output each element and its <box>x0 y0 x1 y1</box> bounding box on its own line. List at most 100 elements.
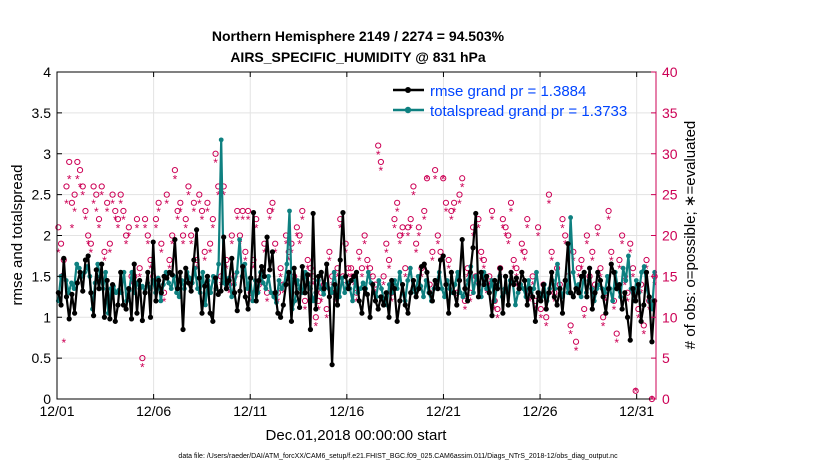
obs-evaluated-marker: * <box>343 246 348 260</box>
y-axis-label: rmse and totalspread <box>9 165 26 306</box>
data-point-rmse <box>633 298 639 304</box>
obs-evaluated-marker: * <box>414 246 419 260</box>
obs-evaluated-marker: * <box>159 246 164 260</box>
data-point-rmse <box>172 236 178 243</box>
obs-possible-marker <box>459 175 466 182</box>
data-point-rmse <box>451 290 457 296</box>
obs-evaluated-marker: * <box>590 254 595 268</box>
obs-evaluated-marker: * <box>633 385 638 399</box>
obs-evaluated-marker: * <box>273 246 278 260</box>
data-point-rmse <box>573 286 579 292</box>
obs-possible-marker <box>402 265 409 272</box>
obs-evaluated-marker: * <box>519 246 524 260</box>
data-point-rmse <box>405 310 411 316</box>
obs-possible-marker <box>95 216 103 223</box>
data-point-spread <box>350 298 355 304</box>
data-point-spread <box>555 261 560 267</box>
data-point-rmse <box>310 210 316 217</box>
obs-possible-marker <box>307 265 314 272</box>
y-tick-label: 1 <box>43 309 51 325</box>
obs-possible-marker <box>155 199 162 206</box>
data-point-rmse <box>134 310 140 316</box>
data-point-spread <box>365 269 371 275</box>
obs-evaluated-marker: * <box>476 221 481 235</box>
data-point-spread <box>158 298 164 304</box>
data-point-rmse <box>605 286 612 292</box>
obs-evaluated-marker: * <box>598 270 603 284</box>
x-tick-label: 12/21 <box>426 403 461 419</box>
obs-evaluated-marker: * <box>227 287 232 301</box>
obs-evaluated-marker: * <box>511 262 516 276</box>
obs-possible-marker <box>55 224 62 231</box>
data-point-rmse <box>99 261 105 267</box>
obs-evaluated-marker: * <box>639 287 644 301</box>
obs-possible-marker <box>572 338 580 345</box>
data-point-rmse <box>608 261 614 267</box>
data-point-spread <box>626 253 631 259</box>
data-point-rmse <box>340 210 346 216</box>
obs-evaluated-marker: * <box>604 295 609 309</box>
y2-tick-label: 40 <box>662 64 678 80</box>
data-point-spread <box>200 269 206 275</box>
legend-rmse-marker <box>405 87 411 93</box>
obs-possible-marker <box>109 191 116 198</box>
obs-evaluated-marker: * <box>538 311 543 325</box>
obs-possible-marker <box>575 265 582 272</box>
obs-possible-marker <box>198 207 206 215</box>
data-point-rmse <box>177 269 183 275</box>
data-point-rmse <box>554 302 560 308</box>
data-point-rmse <box>641 302 647 308</box>
data-point-rmse <box>559 310 566 316</box>
data-point-rmse <box>372 298 379 304</box>
obs-evaluated-marker: * <box>89 246 94 260</box>
data-point-rmse <box>413 294 419 300</box>
data-point-rmse <box>616 281 623 288</box>
data-point-rmse <box>275 310 281 316</box>
data-point-rmse <box>356 298 362 304</box>
data-point-spread <box>342 290 348 296</box>
obs-evaluated-marker: * <box>105 205 110 219</box>
obs-possible-marker <box>139 355 146 362</box>
obs-possible-marker <box>548 248 555 255</box>
data-point-spread <box>195 286 200 292</box>
data-point-rmse <box>549 269 555 275</box>
data-point-rmse <box>362 286 368 292</box>
obs-evaluated-marker: * <box>186 189 191 203</box>
obs-evaluated-marker: * <box>403 270 408 284</box>
data-file-footnote: data file: /Users/raeder/DAI/ATM_forcXX/… <box>178 453 618 460</box>
obs-possible-marker <box>480 256 487 264</box>
data-point-spread <box>620 265 626 271</box>
obs-evaluated-marker: * <box>606 213 611 227</box>
obs-evaluated-marker: * <box>118 197 123 211</box>
obs-possible-marker <box>613 330 620 337</box>
data-point-spread <box>379 286 384 292</box>
obs-evaluated-marker: * <box>435 238 440 252</box>
data-point-rmse <box>381 302 387 308</box>
obs-possible-marker <box>82 207 89 215</box>
data-point-rmse <box>535 290 541 296</box>
obs-possible-marker <box>190 199 197 206</box>
obs-possible-marker <box>188 232 195 239</box>
y-tick-label: 0 <box>43 391 51 407</box>
data-point-rmse <box>191 257 197 263</box>
y2-axis-label: # of obs: o=possible; ∗=evaluated <box>682 121 699 350</box>
data-point-rmse <box>329 362 335 368</box>
obs-evaluated-marker: * <box>145 238 150 252</box>
obs-possible-marker <box>502 224 509 231</box>
obs-possible-marker <box>499 216 506 223</box>
data-point-rmse <box>85 253 91 259</box>
obs-possible-marker <box>277 265 284 272</box>
data-point-rmse <box>540 281 547 288</box>
data-point-rmse <box>646 294 652 300</box>
obs-possible-marker <box>104 199 111 206</box>
obs-possible-marker <box>421 207 428 215</box>
data-point-rmse <box>150 239 156 245</box>
obs-evaluated-marker: * <box>463 303 468 317</box>
obs-possible-marker <box>179 232 187 239</box>
obs-possible-marker <box>76 167 84 174</box>
data-point-rmse <box>204 273 211 279</box>
obs-evaluated-marker: * <box>620 238 625 252</box>
data-point-rmse <box>278 314 284 320</box>
data-point-rmse <box>570 294 576 300</box>
x-tick-label: 12/31 <box>619 403 654 419</box>
